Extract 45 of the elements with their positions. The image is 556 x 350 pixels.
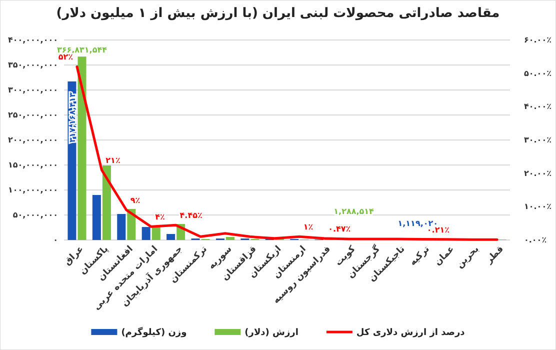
x-tick-label: عمان <box>433 244 457 268</box>
data-label: ۰.۴۷٪ <box>328 224 351 234</box>
bar <box>102 166 111 240</box>
line-series <box>76 65 498 241</box>
legend-label: درصد از ارزش دلاری کل <box>356 328 466 338</box>
y-tick-label: ۰ <box>53 236 58 245</box>
data-label: ۹٪ <box>130 196 140 205</box>
data-label: ۳۶۶,۸۳۱,۵۴۴ <box>56 46 108 55</box>
y-tick-label: ۲۰۰,۰۰۰,۰۰۰ <box>8 136 58 145</box>
data-label: ۱,۲۸۸,۵۱۴ <box>334 207 374 216</box>
x-tick-label: قطر <box>484 244 506 266</box>
y-tick-label: ۲۵۰,۰۰۰,۰۰۰ <box>8 110 58 120</box>
y2-tick-label: ۱۰.۰۰٪ <box>524 202 552 212</box>
data-label: ۵۲٪ <box>58 52 74 62</box>
data-label: ۲۱٪ <box>106 156 120 165</box>
y2-tick-label: ۵۰.۰۰٪ <box>524 68 552 78</box>
data-label: ۴٪ <box>155 212 165 222</box>
bar <box>226 237 234 240</box>
y-tick-label: ۵۰,۰۰۰,۰۰۰ <box>12 210 58 220</box>
data-label: ۱٪ <box>303 222 314 232</box>
bar <box>127 209 136 240</box>
x-tick-label: ترکیه <box>408 244 432 268</box>
y-tick-label: ۳۵۰,۰۰۰,۰۰۰ <box>8 60 58 70</box>
legend-label: وزن (کیلوگرم) <box>121 326 187 338</box>
y2-tick-label: ۲۰.۰۰٪ <box>524 168 552 178</box>
y-tick-label: ۳۰۰,۰۰۰,۰۰۰ <box>8 86 58 95</box>
y2-tick-label: ۰.۰۰٪ <box>524 236 547 245</box>
bar <box>166 234 176 240</box>
data-label: ۰.۲۱٪ <box>426 225 450 234</box>
y-tick-label: ۴۰۰,۰۰۰,۰۰۰ <box>8 36 58 45</box>
y-tick-label: ۱۵۰,۰۰۰,۰۰۰ <box>8 160 58 170</box>
y2-tick-label: ۳۰.۰۰٪ <box>524 136 552 145</box>
y2-tick-label: ۴۰.۰۰٪ <box>524 102 552 112</box>
bar <box>78 56 86 240</box>
data-label: ۴.۴۵٪ <box>180 211 202 220</box>
legend-label: ارزش (دلار) <box>244 328 298 338</box>
y2-tick-label: ۶۰.۰۰٪ <box>524 36 552 45</box>
data-label: ۱,۱۱۹,۰۲۰ <box>398 219 438 228</box>
chart-title: مقاصد صادراتی محصولات لبنی ایران (با ارزش بیش از ۱ میلیون دلار) <box>56 6 500 21</box>
bar <box>142 227 150 240</box>
x-tick-label: بحرین <box>455 244 482 271</box>
y-tick-label: ۱۰۰,۰۰۰,۰۰۰ <box>8 186 58 195</box>
data-label: ۳۱۷,۱۶۸,۴۱۳ <box>68 92 77 142</box>
bar <box>92 195 101 240</box>
bar <box>117 214 126 240</box>
